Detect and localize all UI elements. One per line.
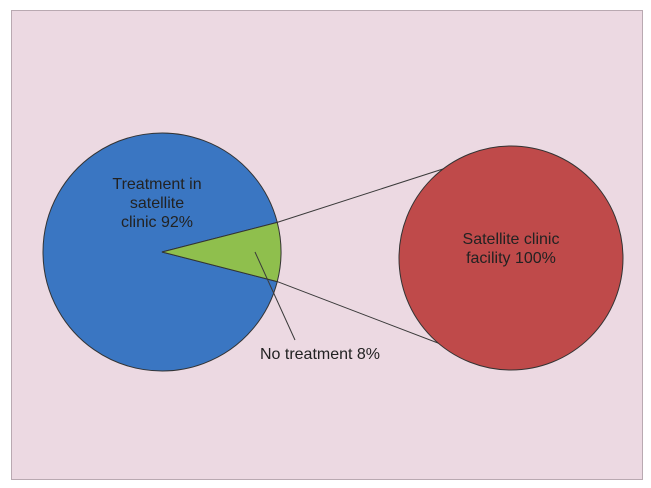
label-treatment-in-satellite-clinic: Treatment in satellite clinic 92%	[112, 176, 201, 231]
leader-line-no-treatment	[254, 251, 296, 341]
pie-of-pie-chart: Treatment in satellite clinic 92% No treatm…	[42, 132, 624, 372]
slice-satellite-clinic-facility	[398, 145, 624, 371]
connector-line-top	[277, 167, 447, 223]
slice-treatment-in-satellite-clinic	[42, 132, 278, 372]
slice-labels: Treatment in satellite clinic 92% No treatm…	[112, 176, 559, 363]
connector-line-bottom	[277, 281, 452, 349]
label-no-treatment: No treatment 8%	[260, 346, 380, 363]
label-satellite-clinic-facility: Satellite clinic facility 100%	[463, 231, 560, 267]
treatment-pie	[42, 132, 282, 372]
connector-lines	[277, 167, 452, 349]
chart-canvas: Treatment in satellite clinic 92% No treatm…	[11, 10, 643, 480]
facility-pie	[398, 145, 624, 371]
slice-no-treatment	[161, 221, 282, 283]
